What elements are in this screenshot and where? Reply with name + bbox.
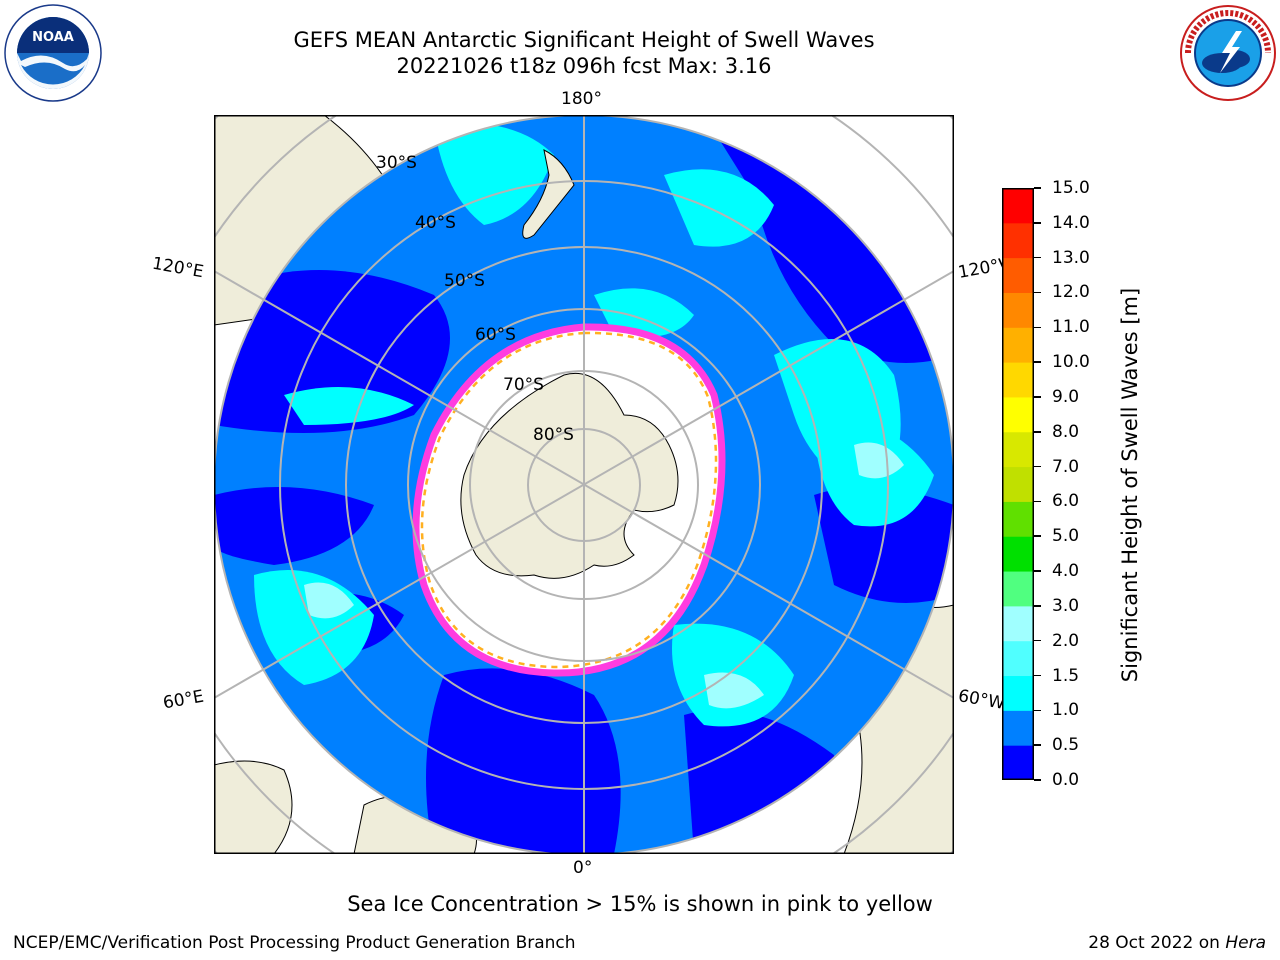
title-line-2: 20221026 t18z 096h fcst Max: 3.16	[396, 54, 772, 78]
lon-label-60w: 60°W	[956, 686, 1007, 714]
colorbar-tick-mark	[1034, 744, 1041, 746]
graticule	[214, 115, 954, 854]
colorbar-tick-label: 0.5	[1052, 735, 1080, 756]
colorbar-tick-label: 11.0	[1052, 317, 1090, 338]
lon-label-180: 180°	[561, 89, 602, 109]
colorbar-tick-mark	[1034, 396, 1041, 398]
colorbar-tick-label: 6.0	[1052, 491, 1080, 512]
colorbar-tick-label: 1.0	[1052, 700, 1080, 721]
colorbar-tick-mark	[1034, 639, 1041, 642]
colorbar-segment	[1002, 188, 1034, 224]
colorbar-segment	[1002, 292, 1034, 328]
colorbar-tick-mark	[1034, 570, 1041, 572]
colorbar-tick-mark	[1034, 500, 1041, 503]
colorbar-tick-mark	[1034, 256, 1041, 259]
colorbar	[1002, 188, 1034, 780]
colorbar-tick-label: 13.0	[1052, 247, 1090, 268]
colorbar-segment	[1002, 675, 1034, 711]
credit-date: 28 Oct 2022 on	[1088, 933, 1226, 953]
noaa-logo-text: NOAA	[32, 30, 74, 45]
colorbar-segment	[1002, 536, 1034, 572]
colorbar-tick-mark	[1034, 674, 1041, 677]
colorbar-tick-mark	[1034, 187, 1041, 189]
lat-label-30s: 30°S	[376, 153, 417, 173]
colorbar-tick-label: 2.0	[1052, 630, 1080, 651]
colorbar-tick-mark	[1034, 431, 1041, 433]
credit-right: 28 Oct 2022 on Hera	[1088, 932, 1266, 954]
colorbar-tick-label: 9.0	[1052, 386, 1080, 407]
colorbar-segment	[1002, 745, 1034, 780]
colorbar-tick-mark	[1034, 779, 1041, 781]
title-line-1: GEFS MEAN Antarctic Significant Height o…	[293, 28, 875, 52]
colorbar-segment	[1002, 257, 1034, 293]
lon-label-120e: 120°E	[150, 253, 206, 283]
colorbar-segment	[1002, 362, 1034, 398]
colorbar-segment	[1002, 710, 1034, 746]
colorbar-segment	[1002, 396, 1034, 433]
colorbar-segment	[1002, 571, 1034, 607]
colorbar-tick-label: 10.0	[1052, 352, 1090, 373]
polar-map	[214, 115, 954, 854]
credit-machine: Hera	[1225, 933, 1266, 953]
colorbar-tick-mark	[1034, 222, 1041, 224]
colorbar-segment	[1002, 431, 1034, 468]
nws-logo-icon	[1180, 5, 1276, 101]
credit-left: NCEP/EMC/Verification Post Processing Pr…	[13, 933, 576, 953]
colorbar-tick-mark	[1034, 291, 1041, 294]
lat-label-60s: 60°S	[475, 325, 516, 345]
colorbar-tick-mark	[1034, 605, 1041, 607]
colorbar-tick-label: 1.5	[1052, 665, 1080, 686]
colorbar-tick-label: 8.0	[1052, 421, 1080, 442]
colorbar-tick-mark	[1034, 535, 1041, 537]
colorbar-tick-label: 3.0	[1052, 595, 1080, 616]
colorbar-tick-label: 4.0	[1052, 561, 1080, 582]
colorbar-tick-label: 7.0	[1052, 456, 1080, 477]
colorbar-tick-mark	[1034, 465, 1041, 468]
colorbar-label: Significant Height of Swell Waves [m]	[1118, 287, 1142, 683]
noaa-logo-icon: NOAA	[4, 4, 102, 102]
colorbar-tick-label: 5.0	[1052, 526, 1080, 547]
lon-label-0: 0°	[573, 858, 593, 878]
swell-high-regions	[304, 442, 904, 709]
lon-label-60e: 60°E	[161, 686, 206, 714]
lat-label-40s: 40°S	[415, 213, 456, 233]
colorbar-segment	[1002, 605, 1034, 642]
colorbar-tick-mark	[1034, 326, 1041, 329]
colorbar-tick-label: 15.0	[1052, 178, 1090, 198]
colorbar-tick-label: 0.0	[1052, 770, 1080, 790]
colorbar-tick-label: 14.0	[1052, 212, 1090, 233]
colorbar-segment	[1002, 327, 1034, 363]
lat-label-50s: 50°S	[444, 271, 485, 291]
colorbar-tick-mark	[1034, 709, 1041, 712]
colorbar-segment	[1002, 501, 1034, 537]
lat-label-80s: 80°S	[533, 425, 574, 445]
colorbar-tick-mark	[1034, 361, 1041, 363]
lat-label-70s: 70°S	[503, 375, 544, 395]
colorbar-tick-label: 12.0	[1052, 282, 1090, 303]
colorbar-segment	[1002, 640, 1034, 677]
sea-ice-note: Sea Ice Concentration > 15% is shown in …	[347, 892, 933, 916]
colorbar-segment	[1002, 222, 1034, 259]
colorbar-segment	[1002, 466, 1034, 502]
